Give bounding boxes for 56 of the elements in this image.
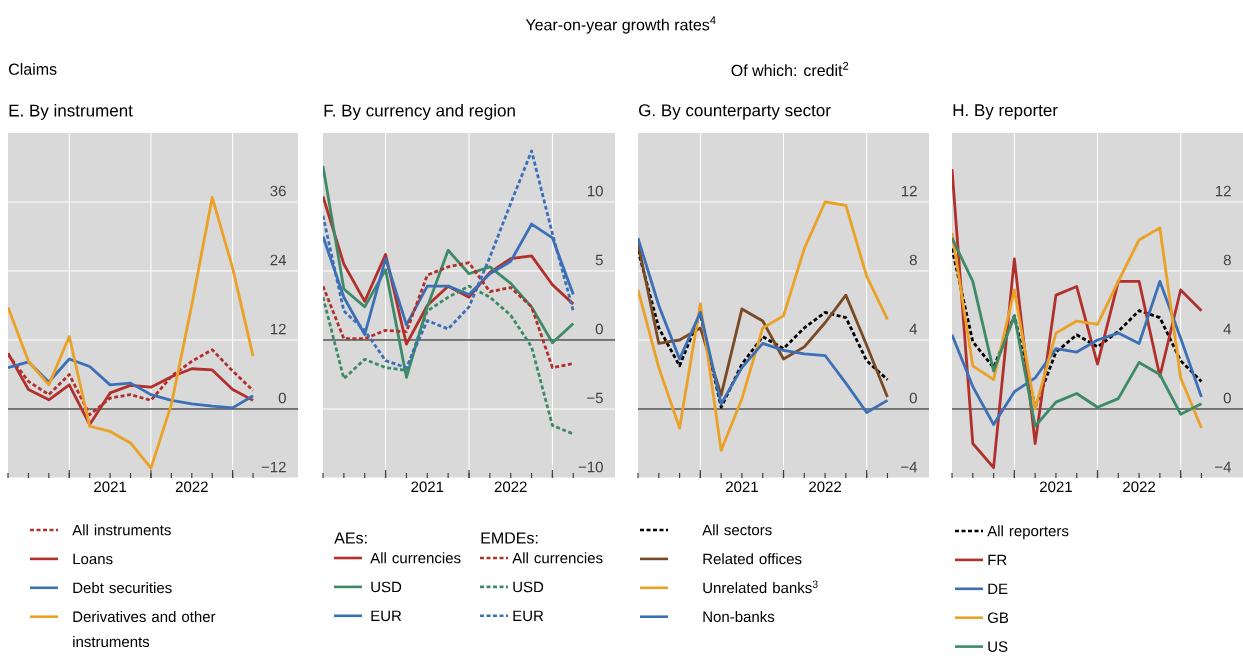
y-tick-label: 8 [909, 254, 917, 266]
y-tick-label: 0 [909, 392, 917, 404]
y-tick-label: −4 [1215, 461, 1232, 473]
legend-label: All currencies [370, 552, 461, 564]
x-tick-label: 2021 [94, 481, 127, 493]
legend-label: Derivatives and other instruments [73, 611, 216, 648]
legend-label: All reporters [987, 525, 1069, 540]
legend-label: Unrelated banks$^{3}$ [703, 580, 818, 594]
chart-title: F. By currency and region [324, 104, 515, 120]
chart-title: H. By reporter [953, 104, 1058, 120]
legend-label: GB [987, 612, 1009, 624]
legend-label: US [988, 641, 1008, 652]
chart-title: E. By instrument [9, 104, 133, 120]
y-tick-label: 24 [270, 254, 287, 266]
x-tick-label: 2021 [1040, 481, 1072, 493]
y-tick-label: −12 [261, 461, 286, 473]
legend-label: Related offices [703, 553, 802, 565]
legend-label: All currencies [512, 552, 603, 564]
y-tick-label: 8 [1223, 254, 1231, 266]
legend-label: DE [988, 583, 1008, 594]
legend-label: USD [371, 581, 402, 593]
y-tick-label: −4 [901, 461, 918, 473]
text: EMDEs: [481, 532, 538, 544]
text: AEs: [334, 532, 367, 544]
legend-label: Loans [73, 553, 113, 565]
legend-label: All instruments [72, 524, 171, 536]
legend-label: Non-banks [703, 611, 775, 623]
y-tick-label: 4 [909, 323, 918, 335]
text: Year-on-year growth rates$^{4}$ [525, 16, 716, 34]
legend-label: USD [513, 581, 544, 593]
x-tick-label: 2021 [411, 481, 444, 493]
text: Claims [9, 63, 57, 75]
x-tick-label: 2021 [726, 481, 758, 493]
legend-label: EUR [513, 610, 544, 622]
y-tick-label: 12 [270, 323, 286, 335]
chart-title: G. By counterparty sector [639, 104, 831, 120]
y-tick-label: 36 [270, 185, 286, 197]
x-tick-label: 2022 [494, 481, 527, 493]
y-tick-label: −5 [587, 392, 603, 404]
legend-label: EUR [371, 610, 402, 622]
legend-label: All sectors [702, 524, 772, 536]
legend-label: FR [988, 554, 1007, 566]
x-tick-label: 2022 [809, 481, 842, 493]
x-tick-label: 2022 [175, 481, 208, 493]
y-tick-label: 4 [1223, 323, 1232, 335]
y-tick-label: 12 [1215, 185, 1231, 197]
legend-label: Debt securities [73, 582, 172, 594]
y-tick-label: −10 [578, 461, 603, 473]
y-tick-label: 0 [278, 392, 286, 404]
y-tick-label: 12 [901, 185, 917, 197]
y-tick-label: 0 [595, 323, 603, 335]
y-tick-label: 5 [595, 254, 603, 266]
x-tick-label: 2022 [1123, 481, 1156, 493]
y-tick-label: 10 [587, 185, 603, 197]
text: Of which: credit$^{2}$ [731, 61, 849, 77]
y-tick-label: 0 [1223, 392, 1231, 404]
